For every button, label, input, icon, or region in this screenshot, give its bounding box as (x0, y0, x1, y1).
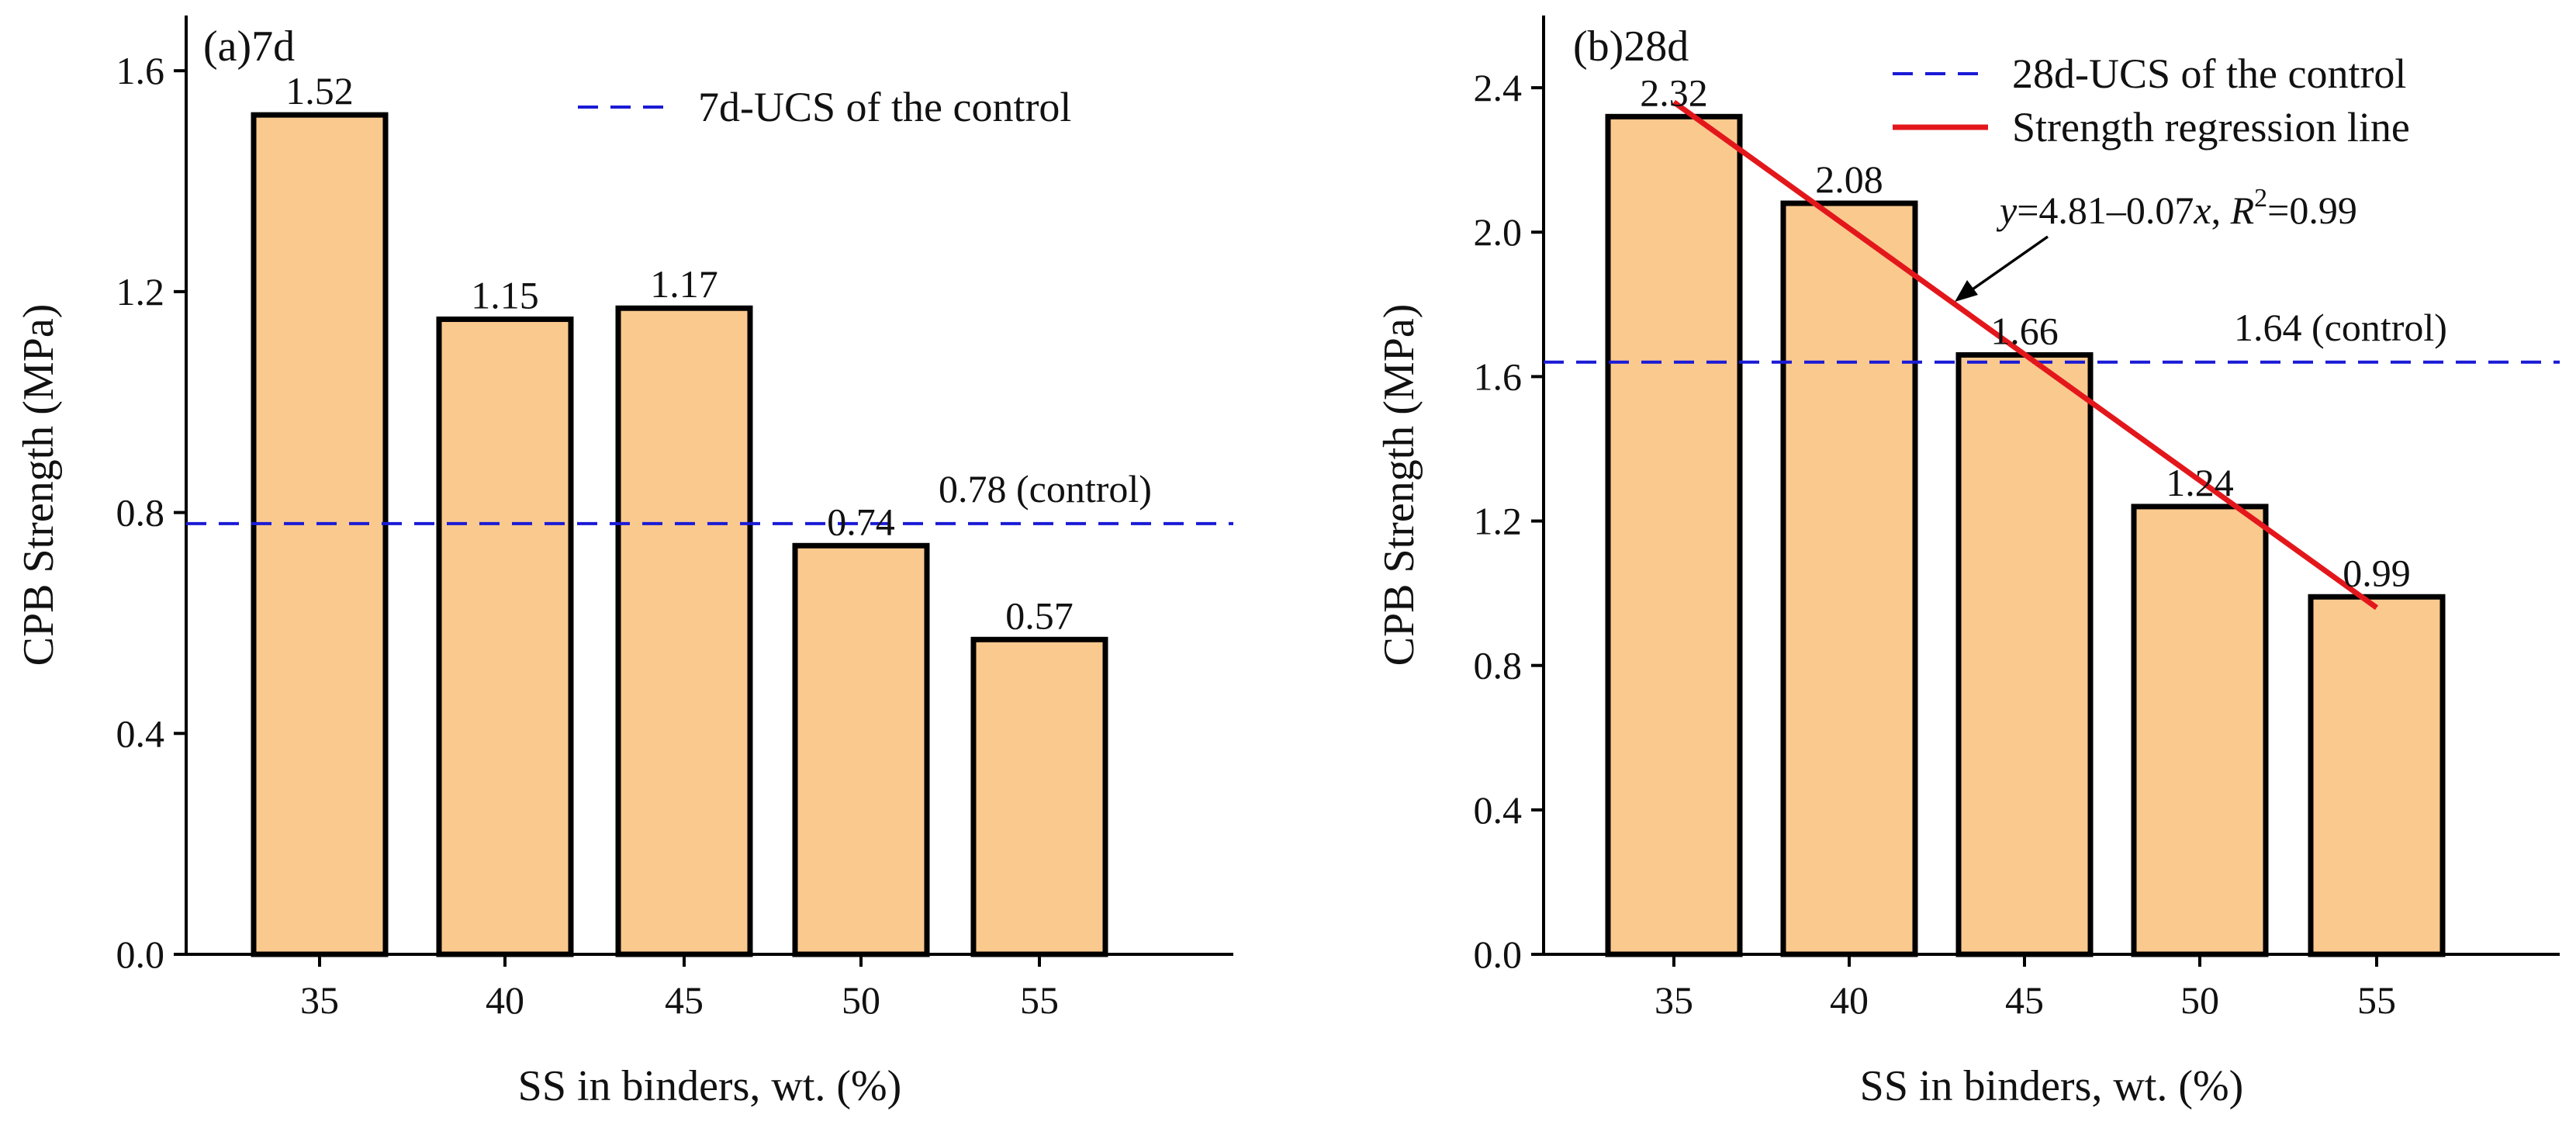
x-tick-label: 50 (842, 978, 880, 1022)
panel-b-control-value-label: 1.64 (control) (2234, 306, 2447, 349)
x-tick-label: 35 (300, 978, 339, 1022)
panel-b-y-ticks: 0.0 0.4 0.8 1.2 1.6 2.0 2.4 (1474, 66, 1544, 976)
panel-a-title: (a)7d (203, 22, 295, 71)
data-label-50: 1.24 (2166, 461, 2234, 504)
x-tick-label: 55 (2357, 978, 2396, 1022)
panel-b-equation-arrow (1955, 235, 2049, 302)
panel-a-x-ticks: 35 40 45 50 55 (300, 954, 1059, 1022)
panel-a-y-ticks: 0.0 0.4 0.8 1.2 1.6 (116, 49, 186, 976)
y-tick-label: 1.6 (1474, 355, 1523, 398)
panel-a-control-value-label: 0.78 (control) (939, 467, 1152, 511)
bar-55 (2308, 594, 2446, 957)
panel-a-7d: 0.0 0.4 0.8 1.2 1.6 35 40 45 50 55 1.52 1.15 1.17 0… (15, 16, 1233, 1110)
eq-body: =4.81–0.07 (2017, 189, 2194, 232)
eq-r-val: =0.99 (2267, 189, 2357, 232)
x-tick-label: 50 (2180, 978, 2219, 1022)
bar-35 (1605, 113, 1743, 957)
panel-a-value-labels: 1.52 1.15 1.17 0.74 0.57 (285, 69, 1074, 637)
panel-a-bars (251, 112, 1108, 957)
bar-40 (1780, 200, 1918, 957)
eq-r-var: R (2230, 189, 2255, 232)
panel-b-legend-regression-label: Strength regression line (2012, 104, 2410, 151)
x-tick-label: 45 (665, 978, 704, 1022)
panel-b-legend: 28d-UCS of the control Strength regressi… (1893, 50, 2410, 151)
eq-y-var: y (1996, 189, 2018, 232)
bar-50 (792, 542, 930, 957)
y-tick-label: 0.8 (116, 491, 165, 535)
panel-b-title: (b)28d (1573, 22, 1689, 71)
data-label-55: 0.57 (1005, 594, 1074, 637)
panel-a-legend: 7d-UCS of the control (578, 84, 1071, 130)
data-label-50: 0.74 (827, 500, 895, 543)
x-tick-label: 55 (1020, 978, 1059, 1022)
bar-45 (1955, 351, 2094, 957)
eq-x-var: x (2193, 189, 2211, 232)
data-label-35: 1.52 (285, 69, 354, 112)
y-tick-label: 0.0 (1474, 933, 1523, 976)
y-tick-label: 1.2 (1474, 500, 1523, 543)
panel-b-legend-control-label: 28d-UCS of the control (2012, 50, 2406, 97)
panel-a-x-axis-title: SS in binders, wt. (%) (518, 1062, 902, 1110)
data-label-35: 2.32 (1640, 71, 1708, 114)
panel-b-regression-equation: y=4.81–0.07x, R2=0.99 (1996, 184, 2357, 232)
eq-sep: , (2211, 189, 2231, 232)
bar-35 (251, 112, 389, 957)
y-tick-label: 2.4 (1474, 66, 1523, 109)
y-tick-label: 0.4 (1474, 788, 1523, 832)
data-label-40: 1.15 (471, 273, 539, 317)
panel-a-y-axis-title: CPB Strength (MPa) (15, 304, 63, 666)
x-tick-label: 35 (1655, 978, 1693, 1022)
panel-a-legend-label: 7d-UCS of the control (698, 84, 1071, 130)
panel-b-bars (1605, 113, 2446, 957)
arrow-head (1955, 280, 1978, 302)
x-tick-label: 45 (2005, 978, 2044, 1022)
y-tick-label: 1.2 (116, 270, 165, 313)
eq-r-exp: 2 (2254, 184, 2267, 213)
y-tick-label: 2.0 (1474, 210, 1523, 254)
bar-55 (970, 636, 1108, 957)
x-tick-label: 40 (1830, 978, 1869, 1022)
bar-45 (615, 305, 753, 957)
panel-b-x-axis-title: SS in binders, wt. (%) (1860, 1062, 2244, 1110)
data-label-45: 1.66 (1990, 309, 2059, 352)
panel-b-value-labels: 2.32 2.08 1.66 1.24 0.99 (1640, 71, 2411, 594)
data-label-45: 1.17 (650, 262, 718, 306)
data-label-55: 0.99 (2343, 551, 2411, 594)
bar-50 (2131, 504, 2269, 957)
y-tick-label: 1.6 (116, 49, 165, 92)
arrow-shaft (1969, 235, 2049, 292)
panel-b-y-axis-title: CPB Strength (MPa) (1375, 304, 1423, 666)
panel-b-regression-line (1672, 99, 2379, 611)
y-tick-label: 0.0 (116, 933, 165, 976)
y-tick-label: 0.8 (1474, 644, 1523, 687)
data-label-40: 2.08 (1815, 158, 1883, 201)
panel-b-28d: 0.0 0.4 0.8 1.2 1.6 2.0 2.4 35 40 45 50 55 2.32 2.0… (1375, 16, 2560, 1110)
y-tick-label: 0.4 (116, 711, 165, 755)
bar-40 (436, 316, 574, 957)
panel-b-x-ticks: 35 40 45 50 55 (1655, 954, 2396, 1022)
x-tick-label: 40 (486, 978, 524, 1022)
